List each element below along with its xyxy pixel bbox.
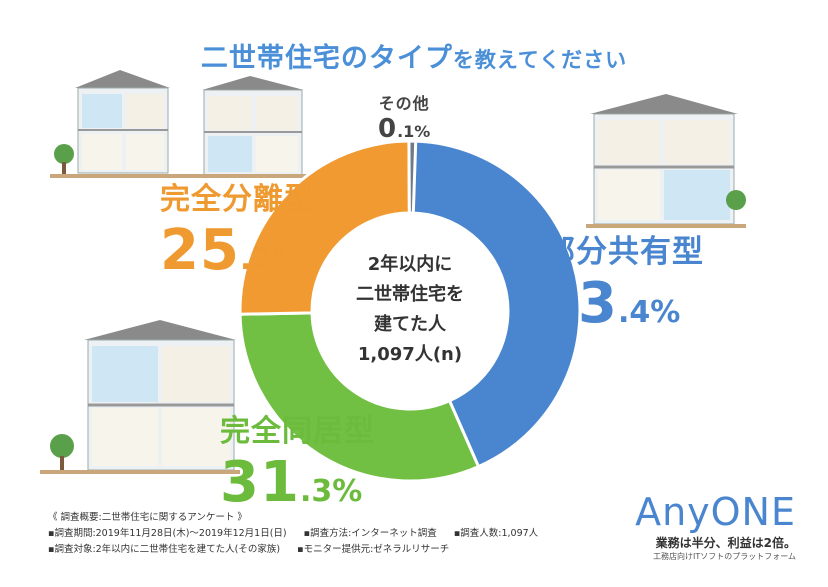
title-main: 二世帯住宅のタイプ bbox=[200, 43, 453, 74]
slice-value-dec: .2% bbox=[239, 242, 303, 277]
label-bubun-kyoyu: 部分共有型 43.4% bbox=[538, 226, 704, 336]
survey-method: ▪調査方法:インターネット調査 bbox=[303, 528, 437, 539]
house-illustration-bottom-left bbox=[40, 320, 240, 474]
donut-slice-0 bbox=[408, 139, 582, 469]
house-illustration-right bbox=[586, 94, 746, 228]
brand-block: AnyONE 業務は半分、利益は2倍。 工務店向けITソフトのプラットフォーム bbox=[635, 490, 796, 562]
slice-label: 完全同居型 bbox=[220, 414, 375, 449]
chart-center-label: 2年以内に 二世帯住宅を 建てた人 1,097人(n) bbox=[330, 250, 490, 370]
survey-row-2: ▪調査対象:2年以内に二世帯住宅を建てた人(その家族) ▪モニター提供元:ゼネラ… bbox=[48, 542, 552, 558]
center-line-4: 1,097人(n) bbox=[357, 344, 463, 365]
donut-slice-1 bbox=[238, 311, 481, 483]
center-line-2: 二世帯住宅を bbox=[356, 284, 464, 305]
center-line-3: 建てた人 bbox=[374, 314, 446, 335]
survey-target: ▪調査対象:2年以内に二世帯住宅を建てた人(その家族) bbox=[48, 544, 281, 555]
survey-row-1: ▪調査期間:2019年11月28日(木)〜2019年12月1日(日) ▪調査方法… bbox=[48, 526, 552, 542]
slice-value-int: 43 bbox=[538, 271, 618, 336]
brand-subtext: 工務店向けITソフトのプラットフォーム bbox=[652, 552, 796, 561]
slice-value-int: 25 bbox=[160, 218, 240, 283]
survey-footer: 《 調査概要:二世帯住宅に関するアンケート 》 ▪調査期間:2019年11月28… bbox=[48, 510, 552, 558]
survey-count: ▪調査人数:1,097人 bbox=[453, 528, 539, 539]
label-kanzen-bunri: 完全分離型 25.2% bbox=[160, 174, 315, 283]
slice-value-dec: .4% bbox=[617, 295, 681, 330]
slice-value-dec: .1% bbox=[397, 122, 431, 141]
survey-heading: 《 調査概要:二世帯住宅に関するアンケート 》 bbox=[48, 512, 247, 523]
survey-provider: ▪モニター提供元:ゼネラルリサーチ bbox=[297, 544, 450, 555]
house-illustration-top-left-2 bbox=[200, 76, 310, 178]
house-illustration-top-left-1 bbox=[50, 70, 200, 178]
slice-label: その他 bbox=[378, 94, 430, 113]
slice-label: 完全分離型 bbox=[160, 182, 315, 217]
slice-value-int: 0 bbox=[378, 114, 398, 144]
survey-period: ▪調査期間:2019年11月28日(木)〜2019年12月1日(日) bbox=[48, 528, 287, 539]
slice-label: 部分共有型 bbox=[544, 234, 704, 270]
slice-value-dec: .3% bbox=[299, 474, 363, 509]
label-sonota: その他 0.1% bbox=[378, 90, 430, 144]
page-title: 二世帯住宅のタイプを教えてください bbox=[0, 36, 828, 75]
center-line-1: 2年以内に bbox=[367, 254, 453, 275]
donut-slice-2 bbox=[238, 139, 411, 316]
slice-value-int: 31 bbox=[220, 450, 300, 515]
brand-tagline: 業務は半分、利益は2倍。 bbox=[655, 536, 796, 550]
donut-slice-3 bbox=[407, 139, 418, 215]
brand-logo: AnyONE bbox=[635, 490, 796, 534]
label-kanzen-dokyo: 完全同居型 31.3% bbox=[220, 406, 375, 515]
title-sub: を教えてください bbox=[452, 48, 628, 72]
